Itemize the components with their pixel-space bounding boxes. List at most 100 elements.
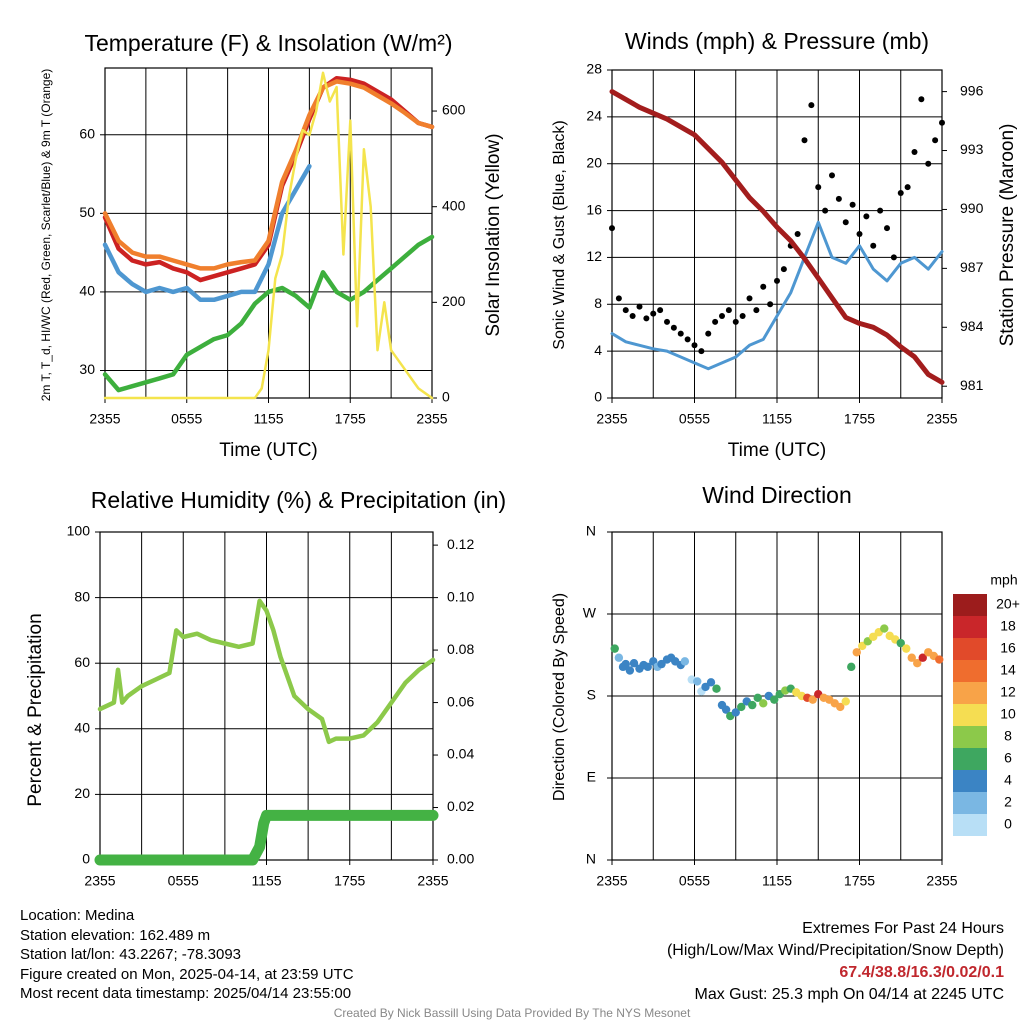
wind-gust-point (767, 301, 774, 308)
wind-direction-point (907, 653, 916, 662)
wind-gust-point (829, 172, 835, 179)
wind-gust-point (849, 201, 856, 208)
rh-chart-ytick-label: 0 (82, 851, 90, 867)
wind-gust-point (705, 330, 712, 337)
wind-gust-point (780, 266, 787, 273)
winddir-legend-swatch (953, 660, 987, 682)
winddir-chart-xtick-label: 0555 (679, 873, 710, 889)
rh-chart-y2tick-label: 0.10 (447, 588, 474, 604)
wind-direction-point (706, 678, 716, 687)
latlon-text: Station lat/lon: 43.2267; -78.3093 (20, 946, 242, 963)
winddir-chart-ytick-label: W (583, 605, 597, 621)
winddir-legend-label: 10 (1000, 706, 1016, 722)
max-gust-text: Max Gust: 25.3 mph On 04/14 at 2245 UTC (694, 986, 1005, 1003)
wind-direction-point (847, 662, 856, 672)
winds-chart-ytick-label: 28 (586, 61, 602, 77)
wind-gust-point (815, 184, 822, 191)
wind-gust-point (670, 324, 677, 331)
winddir-legend-label: 16 (1000, 640, 1016, 656)
winddir-chart-title: Wind Direction (702, 482, 852, 508)
temp-series-yellow (103, 71, 434, 400)
winddir-legend-label: 12 (1000, 684, 1016, 700)
wind-gust-point (629, 313, 636, 319)
wind-direction-point (808, 695, 817, 704)
extremes-info: Extremes For Past 24 Hours (High/Low/Max… (667, 918, 1004, 1006)
winds-chart-ytick-label: 4 (594, 342, 602, 358)
winds-chart-y2label: Station Pressure (Maroon) (997, 124, 1018, 347)
wind-gust-point (650, 310, 657, 317)
winddir-chart-ytick-label: N (586, 851, 596, 867)
wind-gust-point (835, 195, 842, 202)
temp-chart-y2tick-label: 0 (442, 389, 450, 405)
wind-direction-point (643, 662, 652, 672)
rh-chart-ytick-label: 40 (74, 720, 90, 736)
wind-gust-point (884, 225, 890, 232)
rh-chart-xtick-label: 2355 (84, 873, 115, 889)
wind-gust-point (774, 277, 780, 284)
wind-gust-point (760, 283, 767, 290)
wind-direction-point (629, 659, 639, 668)
winds-chart-xtick-label: 1755 (844, 411, 875, 427)
wind-gust-point (657, 307, 664, 314)
wind-direction-point (680, 657, 690, 666)
winddir-chart-ytick-label: S (587, 687, 596, 703)
wind-gust-point (863, 213, 870, 220)
winds-chart-ytick-label: 8 (594, 295, 602, 311)
rh-chart-xtick-label: 0555 (168, 873, 199, 889)
wind-direction-point (621, 659, 630, 669)
rh-chart-y2tick-label: 0.00 (447, 851, 474, 867)
rh-chart-title: Relative Humidity (%) & Precipitation (i… (91, 487, 506, 513)
wind-direction-point (852, 648, 861, 657)
wind-direction-point (748, 700, 757, 710)
winddir-legend-swatch (953, 792, 987, 814)
winds-chart-y2tick-label: 993 (960, 141, 984, 157)
winds-chart-y2tick-label: 981 (960, 377, 984, 393)
wind-gust-point (636, 303, 643, 310)
winddir-legend-swatch (953, 638, 987, 660)
wind-gust-point (897, 190, 904, 196)
temp-chart-ytick-label: 50 (79, 204, 95, 220)
wind-gust-point (801, 137, 808, 144)
wind-gust-point (622, 307, 629, 314)
temp-chart-y2tick-label: 600 (442, 102, 466, 118)
wind-gust-point (746, 295, 753, 302)
winddir-legend-label: 14 (1000, 662, 1016, 678)
winddir-chart-ylabel: Direction (Colored By Speed) (551, 593, 568, 801)
rh-chart-y2tick-label: 0.12 (447, 536, 474, 552)
location-text: Location: Medina (20, 907, 135, 924)
winddir-legend-swatch (953, 814, 987, 836)
wind-gust-point (808, 102, 815, 109)
winddir-chart-xtick-label: 1155 (762, 873, 792, 889)
wind-direction-point (935, 655, 944, 664)
winddir-legend-title: mph (990, 572, 1017, 588)
wind-gust-point (732, 318, 739, 325)
wind-direction-point (712, 684, 721, 693)
created-text: Figure created on Mon, 2025-04-14, at 23… (20, 965, 354, 983)
wind-direction-point (836, 702, 845, 712)
winds-chart-xtick-label: 2355 (596, 411, 627, 427)
wind-direction-point (614, 653, 624, 662)
winddir-chart-ytick-label: N (586, 523, 596, 539)
wind-gust-point (643, 315, 650, 322)
winds-chart-y2tick-label: 990 (960, 200, 984, 216)
wind-direction-point (759, 699, 768, 708)
wind-direction-point (902, 644, 911, 653)
wind-gust-point (925, 160, 932, 167)
wind-gust-point (753, 307, 760, 314)
winddir-chart-xtick-label: 2355 (596, 873, 627, 889)
wind-direction-point (610, 644, 619, 653)
wind-gust-point (719, 313, 725, 319)
winddir-legend-label: 18 (1000, 618, 1016, 634)
station-info: Location: Medina Station elevation: 162.… (20, 906, 354, 1004)
rh-series (97, 598, 436, 745)
wind-gust-point (918, 96, 925, 103)
wind-direction-point (753, 693, 762, 703)
temp-chart-ylabel: 2m T, T_d, HI/WC (Red, Green, Scarlet/Bl… (39, 69, 53, 402)
wind-gust-point (677, 330, 684, 337)
rh-chart-y2tick-label: 0.04 (447, 746, 474, 762)
wind-gust-point (725, 307, 732, 314)
winds-chart-ylabel: Sonic Wind & Gust (Blue, Black) (551, 120, 568, 349)
winddir-legend-swatch (953, 726, 987, 748)
winddir-legend-swatch (953, 594, 987, 616)
